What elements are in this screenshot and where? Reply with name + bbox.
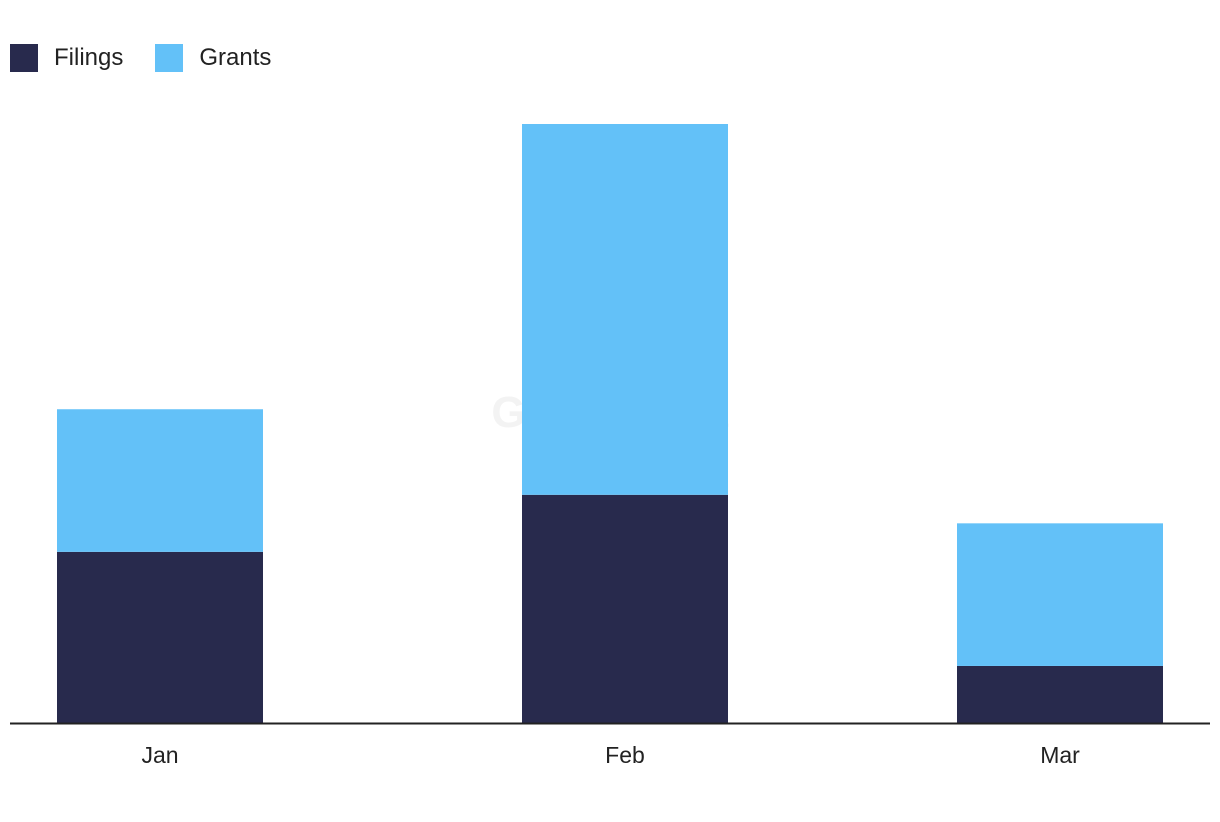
legend-item-filings: Filings	[10, 44, 123, 72]
legend-item-grants: Grants	[155, 44, 271, 72]
legend-label-grants: Grants	[199, 44, 272, 71]
x-tick-label-feb: Feb	[605, 742, 645, 768]
bar-filings-mar	[957, 665, 1163, 723]
bar-grants-mar	[957, 523, 1163, 666]
legend-swatch-filings	[10, 44, 38, 72]
x-tick-label-mar: Mar	[1040, 742, 1080, 768]
x-tick-label-jan: Jan	[141, 742, 178, 768]
legend-swatch-grants	[155, 44, 184, 72]
legend-label-filings: Filings	[54, 44, 124, 71]
bar-filings-jan	[57, 551, 263, 723]
bar-grants-feb	[522, 124, 728, 495]
bar-filings-feb	[522, 494, 728, 723]
legend: Filings Grants	[10, 44, 303, 72]
bar-grants-jan	[57, 409, 263, 552]
